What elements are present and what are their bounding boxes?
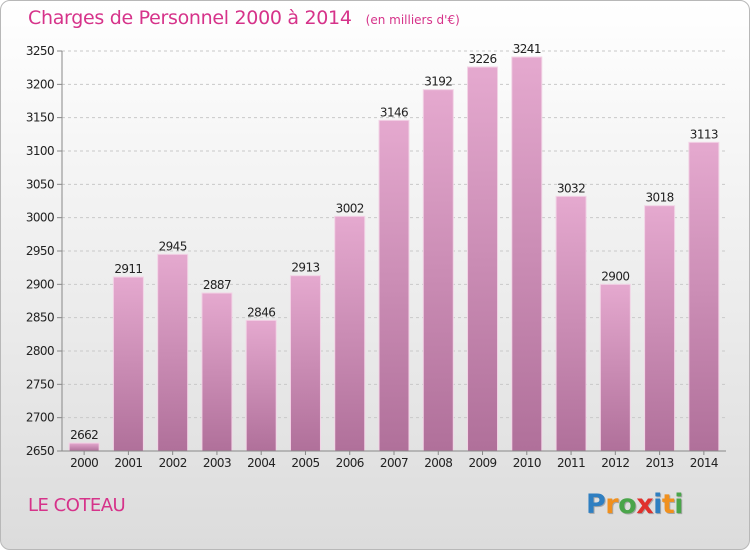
value-label: 3018: [646, 191, 674, 205]
y-tick-label: 3000: [26, 211, 54, 225]
y-tick-label: 2800: [26, 344, 54, 358]
value-label: 3241: [513, 42, 541, 56]
logo-letter: o: [618, 489, 637, 520]
logo-letter: i: [653, 489, 662, 520]
value-label: 2945: [159, 239, 187, 253]
value-label: 3113: [690, 127, 718, 141]
bar: [644, 205, 676, 452]
chart-subtitle: (en milliers d'€): [365, 13, 460, 27]
x-tick-label: 2012: [601, 456, 629, 470]
y-tick-label: 3200: [26, 77, 54, 91]
logo-letter: i: [674, 489, 684, 520]
value-label: 2887: [203, 278, 231, 292]
y-tick-label: 2950: [26, 244, 54, 258]
y-tick-label: 3150: [26, 111, 54, 125]
x-tick-label: 2011: [557, 456, 585, 470]
logo-letter: t: [661, 489, 675, 520]
x-tick-label: 2006: [336, 456, 364, 470]
y-tick-label: 2650: [26, 444, 54, 458]
y-tick-label: 3100: [26, 144, 54, 158]
logo-letter: x: [636, 489, 654, 520]
chart-title: Charges de Personnel 2000 à 2014: [28, 7, 352, 29]
bar: [201, 292, 233, 452]
bar: [511, 56, 543, 452]
x-tick-label: 2003: [203, 456, 231, 470]
value-label: 3146: [380, 105, 408, 119]
place-name: LE COTEAU: [28, 495, 126, 516]
value-label: 2662: [70, 428, 98, 442]
bar: [378, 119, 410, 452]
value-label: 3002: [336, 201, 364, 215]
axes: 2650 2700 2750 2800 2850 2900 2950 3000 3050 3100…: [26, 44, 726, 470]
logo-letter: r: [605, 489, 619, 520]
y-tick-label: 3250: [26, 44, 54, 58]
x-tick-label: 2001: [114, 456, 142, 470]
value-label: 3032: [557, 181, 585, 195]
bar: [68, 442, 100, 452]
value-label: 2846: [247, 305, 275, 319]
value-label: 2913: [291, 261, 319, 275]
x-tick-label: 2002: [159, 456, 187, 470]
x-tick-label: 2000: [70, 456, 98, 470]
value-label: 3226: [468, 52, 496, 66]
x-tick-label: 2005: [291, 456, 319, 470]
bar: [688, 141, 720, 452]
value-label: 2900: [601, 269, 629, 283]
x-tick-label: 2014: [690, 456, 718, 470]
bar: [245, 319, 277, 452]
x-tick-label: 2008: [424, 456, 452, 470]
bar: [334, 215, 366, 452]
bars: [68, 56, 720, 452]
x-tick-label: 2013: [646, 456, 674, 470]
bar: [467, 66, 499, 452]
x-tick-label: 2004: [247, 456, 275, 470]
y-tick-label: 2850: [26, 311, 54, 325]
x-tick-label: 2009: [468, 456, 496, 470]
y-tick-label: 3050: [26, 177, 54, 191]
proxiti-logo[interactable]: Proxiti: [586, 489, 684, 520]
y-tick-label: 2700: [26, 411, 54, 425]
bar: [157, 253, 189, 452]
value-labels: 2662 2911 2945 2887 2846 2913 3002 3146 3192 3226…: [70, 42, 718, 442]
bar: [555, 195, 587, 452]
bar: [289, 275, 321, 452]
title-row: Charges de Personnel 2000 à 2014 (en mill…: [28, 7, 460, 29]
x-tick-label: 2007: [380, 456, 408, 470]
x-tick-label: 2010: [513, 456, 541, 470]
value-label: 2911: [114, 262, 142, 276]
bar: [422, 89, 454, 452]
value-label: 3192: [424, 75, 452, 89]
logo-letter: P: [586, 489, 606, 520]
bar: [112, 276, 144, 452]
bar: [599, 283, 631, 452]
y-tick-label: 2900: [26, 277, 54, 291]
y-tick-label: 2750: [26, 377, 54, 391]
